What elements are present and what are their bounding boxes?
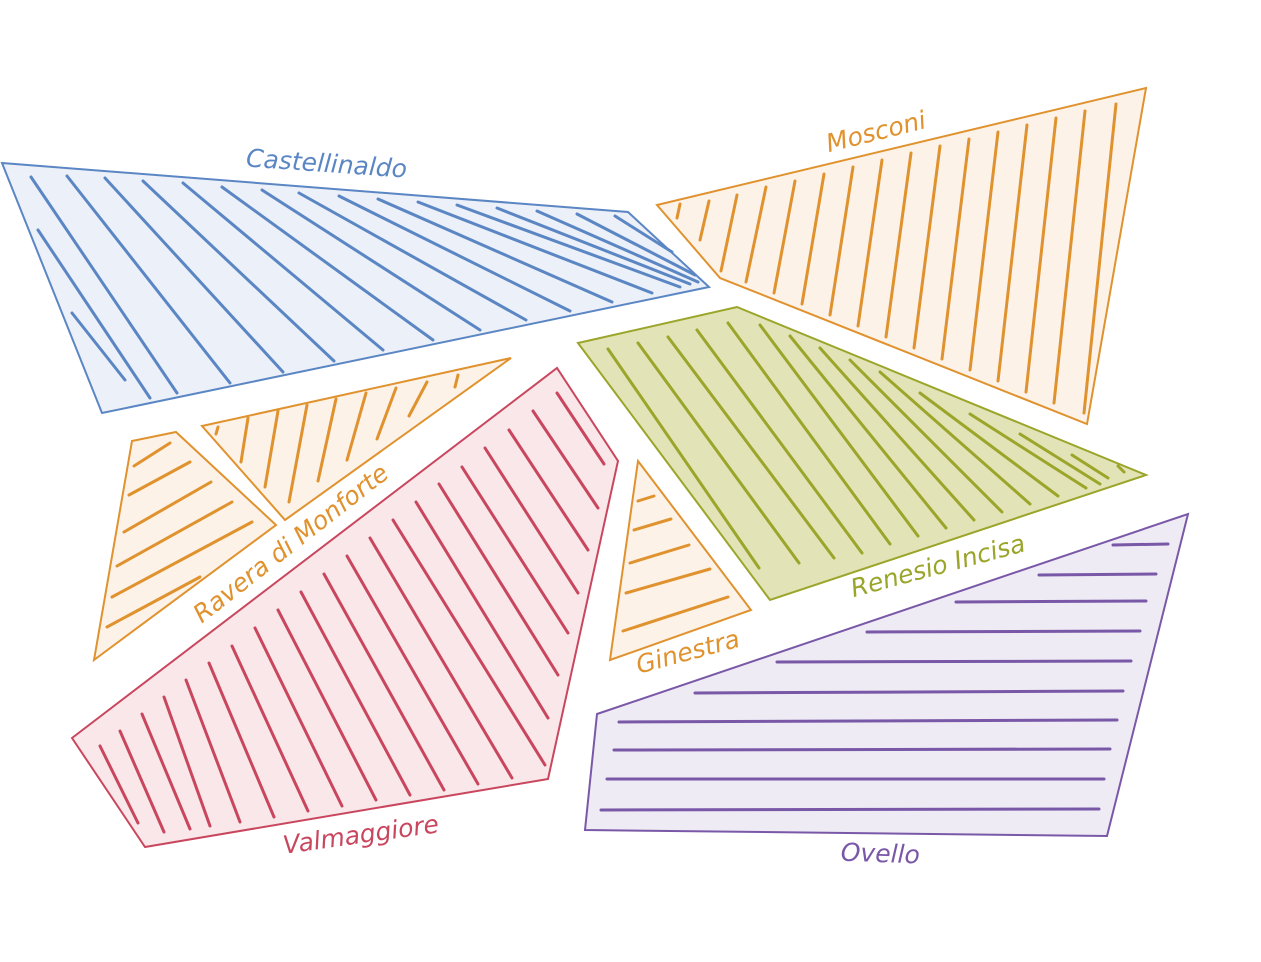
plot-ravera-di-monforte-upper[interactable] (200, 357, 512, 522)
label-ovello: Ovello (840, 838, 920, 870)
hatch-mosconi (675, 102, 1118, 415)
plot-ginestra[interactable] (608, 458, 753, 662)
plot-renesio-incisa[interactable] (576, 305, 1149, 602)
label-castellinaldo: Castellinaldo (245, 143, 408, 183)
region-castellinaldo[interactable]: Castellinaldo (0, 143, 712, 415)
hatch-valmaggiore (98, 391, 606, 834)
region-ravera-di-monforte[interactable]: Ravera di Monforte (92, 357, 512, 663)
plot-ovello[interactable] (583, 512, 1190, 838)
hatch-renesio-incisa (606, 321, 1126, 570)
plot-castellinaldo[interactable] (0, 161, 712, 415)
hatch-castellinaldo (29, 174, 700, 400)
hatch-ginestra (621, 494, 730, 633)
region-ovello[interactable]: Ovello (583, 512, 1190, 870)
hatch-ravera-di-monforte (105, 373, 460, 629)
region-mosconi[interactable]: Mosconi (655, 86, 1148, 426)
hatch-ovello (599, 542, 1170, 812)
plot-mosconi[interactable] (655, 86, 1148, 426)
